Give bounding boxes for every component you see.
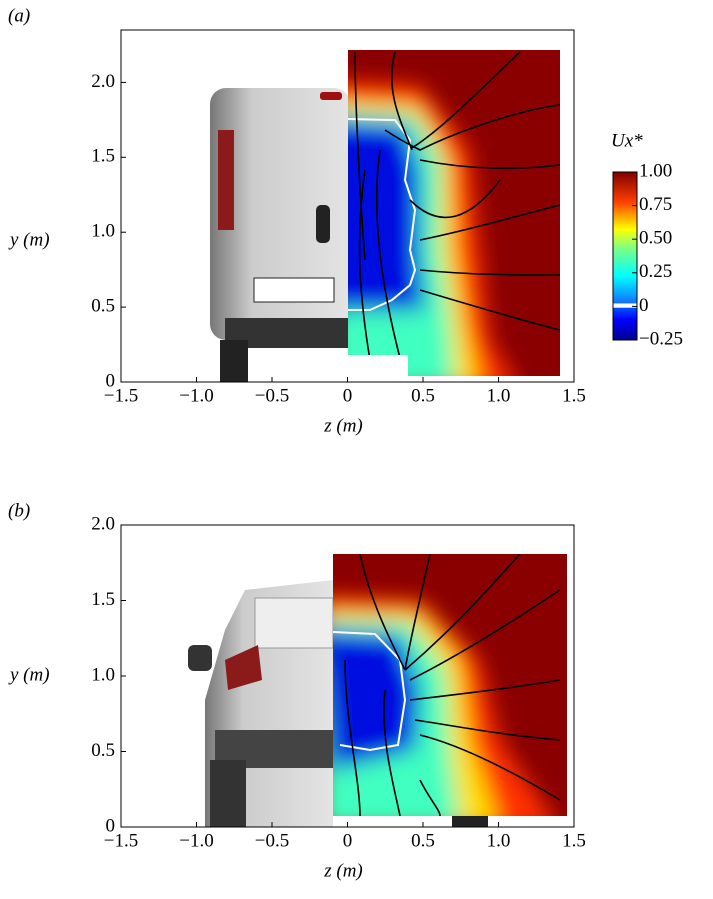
y-tick-label: 1.0 — [91, 221, 115, 242]
x-tick-label: 0.5 — [411, 830, 435, 851]
colorbar-tick-label: 0 — [639, 295, 649, 316]
x-axis-label: z (m) — [323, 415, 363, 436]
x-tick-label: 0 — [343, 830, 353, 851]
axes: −1.5 −1.0 −0.5 0 0.5 1.0 1.5 0 0.5 1.0 1.5 2.0 (a) z … — [8, 5, 683, 881]
x-tick-label: −1.5 — [104, 830, 138, 851]
y-tick-label: 0 — [106, 370, 116, 391]
x-tick-label: −0.5 — [255, 385, 289, 406]
x-tick-label: −1.0 — [179, 830, 213, 851]
van-photo — [210, 88, 350, 382]
x-tick-label: 1.0 — [487, 830, 511, 851]
x-tick-label: 1.5 — [562, 385, 586, 406]
x-tick-label: 0.5 — [411, 385, 435, 406]
y-tick-label: 1.5 — [91, 589, 115, 610]
y-tick-label: 2.0 — [91, 513, 115, 534]
x-tick-label: 1.5 — [562, 830, 586, 851]
x-tick-label: −0.5 — [255, 830, 289, 851]
y-tick-label: 2.0 — [91, 71, 115, 92]
velocity-field — [348, 50, 560, 376]
x-tick-label: 1.0 — [487, 385, 511, 406]
x-tick-label: 0 — [343, 385, 353, 406]
y-tick-label: 0 — [106, 815, 116, 836]
y-tick-label: 1.0 — [91, 664, 115, 685]
colorbar-tick-label: 0.25 — [639, 261, 672, 282]
x-tick-label: −1.5 — [104, 385, 138, 406]
velocity-field — [333, 554, 567, 816]
colorbar-tick-label: 1.00 — [639, 160, 672, 181]
colorbar-tick-label: 0.50 — [639, 228, 672, 249]
colorbar — [612, 171, 638, 341]
y-axis-label: y (m) — [8, 229, 50, 250]
colorbar-title: Ux* — [611, 130, 643, 151]
y-tick-label: 1.5 — [91, 146, 115, 167]
y-tick-label: 0.5 — [91, 740, 115, 761]
car-photo — [188, 580, 488, 827]
panel-label: (b) — [8, 500, 30, 521]
panel-label: (a) — [8, 5, 30, 26]
colorbar-tick-label: 0.75 — [639, 194, 672, 215]
x-axis-label: z (m) — [323, 860, 363, 881]
y-tick-label: 0.5 — [91, 295, 115, 316]
y-axis-label: y (m) — [8, 664, 50, 685]
x-tick-label: −1.0 — [179, 385, 213, 406]
colorbar-tick-label: −0.25 — [639, 328, 683, 349]
